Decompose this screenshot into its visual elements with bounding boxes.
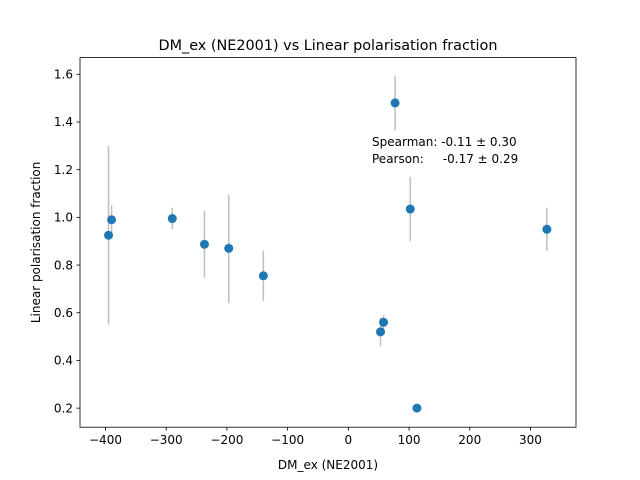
data-point (405, 204, 415, 214)
data-point (107, 215, 117, 225)
y-tick-label: 1.0 (54, 211, 73, 225)
x-tick-label: −100 (271, 433, 304, 447)
data-point (167, 214, 177, 224)
points-layer (104, 98, 552, 413)
data-point (390, 98, 400, 108)
spearman-annotation: Spearman: -0.11 ± 0.30 (372, 135, 517, 149)
y-tick-label: 1.4 (54, 115, 73, 129)
pearson-annotation: Pearson: -0.17 ± 0.29 (372, 152, 518, 166)
y-tick-label: 0.2 (54, 401, 73, 415)
data-point (224, 243, 234, 253)
data-point (542, 224, 552, 234)
y-tick-label: 0.4 (54, 354, 73, 368)
x-tick-label: 300 (519, 433, 542, 447)
plot-frame (79, 57, 577, 428)
data-point (376, 327, 386, 337)
x-axis-ticks: −400 −300 −200 −100 0 100 200 300 (89, 427, 542, 447)
x-tick-label: −400 (89, 433, 122, 447)
x-tick-label: 0 (345, 433, 353, 447)
x-tick-label: 200 (458, 433, 481, 447)
y-tick-label: 1.6 (54, 67, 73, 81)
y-axis-label: Linear polarisation fraction (29, 162, 43, 324)
x-tick-label: −200 (210, 433, 243, 447)
y-tick-label: 0.6 (54, 306, 73, 320)
chart-title: DM_ex (NE2001) vs Linear polarisation fr… (159, 38, 498, 54)
y-tick-label: 1.2 (54, 163, 73, 177)
data-point (258, 271, 268, 281)
data-point (412, 403, 422, 413)
y-tick-label: 0.8 (54, 258, 73, 272)
x-axis-label: DM_ex (NE2001) (278, 458, 378, 472)
data-point (104, 230, 114, 240)
y-axis-ticks: 0.2 0.4 0.6 0.8 1.0 1.2 1.4 1.6 (54, 67, 80, 415)
x-tick-label: −300 (150, 433, 183, 447)
data-point (199, 239, 209, 249)
data-point (379, 317, 389, 327)
x-tick-label: 100 (398, 433, 421, 447)
